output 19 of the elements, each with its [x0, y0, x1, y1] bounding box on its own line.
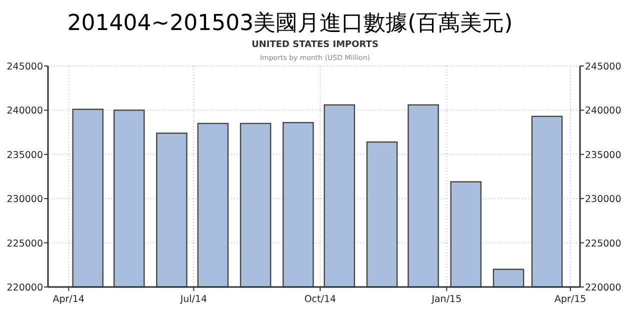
ytick: 225000 [6, 238, 43, 250]
ytick: 230000 [6, 194, 43, 206]
subtitle: UNITED STATES IMPORTS [252, 40, 378, 50]
y2tick: 230000 [585, 194, 622, 206]
y2tick: 220000 [585, 282, 622, 294]
ytick: 235000 [6, 150, 43, 161]
y2tick: 225000 [585, 238, 622, 250]
y2tick: 240000 [585, 106, 622, 117]
xtick: Jan/15 [432, 294, 462, 305]
y2tick: 245000 [585, 62, 622, 72]
ytick: 240000 [6, 106, 43, 117]
xtick: Apr/15 [554, 294, 586, 305]
xtick: Apr/14 [52, 294, 84, 305]
title: 201404~201503美國月進口數據(百萬美元) [67, 11, 513, 36]
ytick: 245000 [6, 62, 43, 72]
ytick: 220000 [6, 282, 43, 294]
y2tick: 235000 [585, 150, 622, 161]
xtick: Jul/14 [180, 294, 208, 305]
xtick: Oct/14 [304, 294, 336, 305]
